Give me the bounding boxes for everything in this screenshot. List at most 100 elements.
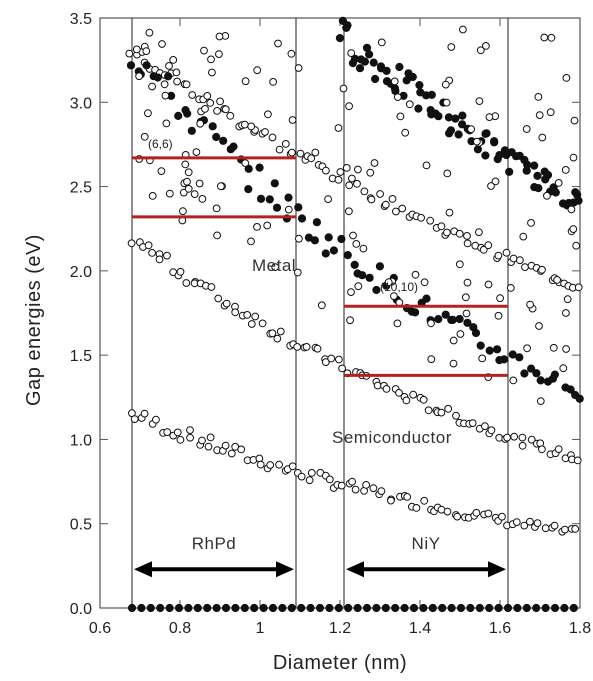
semiconducting-point: [181, 160, 190, 169]
semiconducting-point: [535, 322, 543, 330]
annotation-6-6: (6,6): [148, 137, 173, 151]
semiconducting-point: [334, 175, 343, 184]
semiconducting-point: [206, 433, 215, 442]
semiconducting-point: [573, 456, 582, 465]
metallic-point: [265, 195, 274, 204]
semiconducting-point: [395, 389, 403, 397]
semiconducting-point: [468, 419, 477, 428]
semiconducting-point: [441, 80, 450, 89]
semiconducting-point: [346, 316, 355, 325]
metallic-point: [543, 170, 553, 180]
metallic-point: [324, 233, 333, 242]
semiconducting-point: [426, 216, 435, 225]
semiconducting-point: [367, 195, 376, 204]
metallic-point: [520, 369, 529, 378]
semiconducting-point: [412, 504, 421, 512]
semiconducting-point: [491, 177, 500, 186]
metallic-point: [244, 185, 253, 194]
semiconducting-point: [215, 50, 223, 58]
metallic-point: [312, 218, 321, 227]
semiconducting-point: [443, 228, 451, 237]
semiconducting-point: [377, 487, 386, 496]
metallic-point: [335, 34, 344, 43]
semiconducting-point: [297, 472, 306, 481]
semiconducting-point: [398, 204, 407, 213]
semiconducting-point: [516, 256, 524, 265]
metallic-point: [371, 74, 380, 84]
semiconducting-point: [271, 263, 280, 272]
semiconducting-point: [503, 433, 512, 442]
semiconducting-point: [336, 168, 345, 176]
metallic-point: [369, 58, 378, 67]
semiconducting-point: [427, 319, 435, 328]
metallic-point: [348, 59, 357, 68]
metallic-point: [376, 62, 386, 71]
metallic-point: [137, 603, 146, 613]
semiconducting-point: [215, 32, 224, 41]
metallic-point: [533, 171, 542, 180]
semiconducting-point: [570, 116, 579, 125]
semiconducting-point: [144, 241, 153, 250]
semiconducting-point: [463, 278, 472, 287]
semiconducting-point: [307, 469, 316, 477]
metallic-point: [574, 196, 583, 205]
semiconducting-point: [148, 82, 157, 91]
semiconducting-point: [352, 240, 361, 248]
semiconducting-point: [487, 426, 496, 435]
metallic-point: [127, 603, 137, 613]
semiconducting-point: [158, 40, 166, 48]
semiconducting-point: [307, 154, 316, 163]
semiconducting-point: [165, 62, 173, 70]
metallic-point: [532, 603, 541, 613]
semiconducting-point: [258, 319, 267, 328]
metallic-point: [174, 111, 183, 121]
metallic-point: [165, 603, 174, 613]
metallic-point: [250, 603, 259, 613]
metallic-point: [244, 164, 253, 173]
metallic-point: [362, 603, 372, 613]
metallic-point: [456, 603, 466, 613]
y-axis: 0.0 0.5 1.0 1.5 2.0 2.5 3.0 3.5: [70, 11, 580, 618]
semiconducting-point: [527, 219, 535, 227]
semiconducting-point: [207, 283, 216, 291]
semiconducting-point: [305, 476, 314, 485]
semiconducting-point: [317, 301, 326, 310]
x-axis: 0.6 0.8 1 1.2 1.4 1.6 1.8: [89, 18, 591, 637]
semiconducting-point: [452, 411, 460, 420]
metallic-point: [494, 603, 503, 613]
semiconducting-point: [449, 336, 458, 345]
semiconducting-point: [222, 299, 231, 308]
semiconducting-point: [163, 428, 172, 437]
metallic-point: [297, 214, 307, 223]
semiconducting-point: [574, 283, 583, 292]
semiconducting-point: [549, 343, 558, 352]
metallic-point: [390, 84, 399, 93]
data-points: [125, 16, 584, 613]
metallic-point: [334, 603, 343, 613]
semiconducting-point: [370, 159, 379, 167]
y-axis-title: Gap energies (eV): [23, 234, 45, 406]
semiconducting-point: [207, 55, 215, 64]
metallic-point: [447, 603, 456, 613]
semiconducting-point: [463, 239, 472, 248]
metallic-point: [358, 271, 367, 280]
metallic-point: [534, 184, 543, 193]
x-tick-label: 0.6: [89, 620, 111, 637]
semiconducting-point: [538, 265, 546, 274]
semiconducting-point: [373, 381, 382, 390]
annotation-semiconductor: Semiconductor: [332, 428, 452, 447]
semiconducting-point: [354, 282, 363, 291]
metallic-point: [174, 603, 184, 613]
semiconducting-point: [427, 355, 436, 364]
annotation-10-10: (10,10): [380, 280, 418, 294]
semiconducting-point: [348, 477, 357, 486]
semiconducting-point: [201, 105, 209, 113]
semiconducting-point: [521, 263, 529, 272]
semiconducting-point: [569, 153, 578, 162]
semiconducting-point: [403, 493, 412, 501]
semiconducting-point: [179, 207, 187, 216]
metallic-point: [505, 167, 514, 176]
semiconducting-point: [198, 195, 207, 203]
metallic-point: [343, 251, 352, 260]
semiconducting-point: [130, 415, 139, 424]
